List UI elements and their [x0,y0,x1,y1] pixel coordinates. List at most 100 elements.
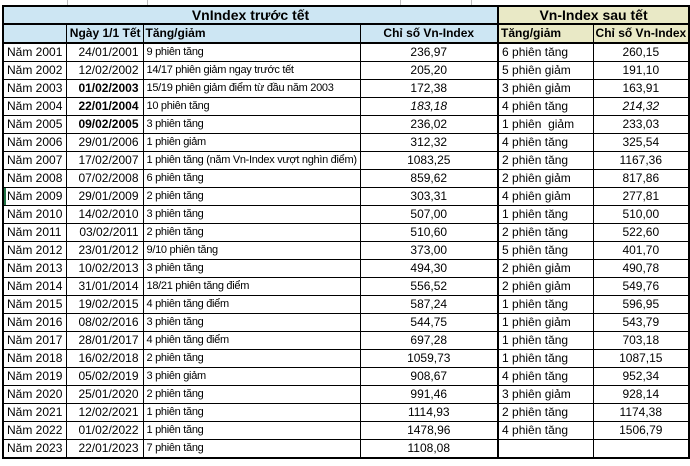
cell-post-change[interactable]: 5 phiên giảm [497,61,594,80]
cell-pre-change[interactable]: 1 phiên tăng [142,421,361,440]
cell-pre-change[interactable]: 3 phiên tăng [142,115,361,134]
cell-post-change[interactable] [497,439,594,459]
cell-date[interactable]: 14/02/2010 [65,205,144,224]
cell-pre-index[interactable]: 587,24 [359,295,499,314]
cell-pre-index[interactable]: 544,75 [359,313,499,332]
cell-year[interactable]: Năm 2007 [2,151,67,170]
cell-post-index[interactable]: 260,15 [592,42,690,62]
cell-date[interactable]: 01/02/2003 [65,79,144,98]
cell-post-change[interactable]: 1 phiên giảm [497,115,594,134]
cell-pre-change[interactable]: 2 phiên tăng [142,349,361,368]
cell-pre-index[interactable]: 172,38 [359,79,499,98]
cell-pre-change[interactable]: 3 phiên tăng [142,313,361,332]
cell-date[interactable]: 19/02/2015 [65,295,144,314]
cell-post-index[interactable]: 163,91 [592,79,690,98]
cell-year[interactable]: Năm 2020 [2,385,67,404]
cell-post-index[interactable]: 510,00 [592,205,690,224]
cell-year[interactable]: Năm 2021 [2,403,67,422]
cell-date[interactable]: 29/01/2009 [65,187,144,206]
cell-pre-index[interactable]: 373,00 [359,241,499,260]
cell-post-change[interactable]: 2 phiên tăng [497,223,594,242]
cell-pre-index[interactable]: 697,28 [359,331,499,350]
cell-date[interactable]: 12/02/2021 [65,403,144,422]
cell-year[interactable]: Năm 2018 [2,349,67,368]
cell-pre-change[interactable]: 3 phiên tăng [142,259,361,278]
cell-post-change[interactable]: 2 phiên giảm [497,169,594,188]
cell-post-index[interactable]: 596,95 [592,295,690,314]
cell-date[interactable]: 16/02/2018 [65,349,144,368]
cell-pre-index[interactable]: 494,30 [359,259,499,278]
cell-post-change[interactable]: 2 phiên giảm [497,259,594,278]
cell-post-index[interactable]: 325,54 [592,133,690,152]
cell-year[interactable]: Năm 2010 [2,205,67,224]
cell-date[interactable]: 09/02/2005 [65,115,144,134]
cell-pre-index[interactable]: 908,67 [359,367,499,386]
cell-post-index[interactable]: 1167,36 [592,151,690,170]
cell-pre-change[interactable]: 4 phiên tăng điểm [142,295,361,314]
cell-post-index[interactable]: 1087,15 [592,349,690,368]
cell-post-change[interactable]: 3 phiên giảm [497,79,594,98]
cell-pre-change[interactable]: 9/10 phiên tăng [142,241,361,260]
column-header-pre-index[interactable]: Chỉ số Vn-Index [359,23,499,44]
cell-pre-index[interactable]: 1083,25 [359,151,499,170]
cell-date[interactable]: 07/02/2008 [65,169,144,188]
cell-post-change[interactable]: 5 phiên tăng [497,241,594,260]
cell-post-change[interactable]: 1 phiên tăng [497,331,594,350]
cell-pre-change[interactable]: 6 phiên tăng [142,169,361,188]
cell-post-change[interactable]: 4 phiên giảm [497,187,594,206]
column-header-pre-change[interactable]: Tăng/giảm [142,23,361,44]
column-header-year[interactable] [2,23,67,44]
cell-pre-change[interactable]: 3 phiên giảm [142,367,361,386]
column-header-post-index[interactable]: Chỉ số Vn-Index [592,23,690,44]
cell-date[interactable]: 12/02/2002 [65,61,144,80]
cell-post-change[interactable]: 4 phiên tăng [497,133,594,152]
cell-post-change[interactable]: 4 phiên tăng [497,421,594,440]
cell-year[interactable]: Năm 2013 [2,259,67,278]
cell-pre-change[interactable]: 1 phiên tăng (năm Vn-Index vượt nghìn đi… [142,151,361,170]
cell-date[interactable]: 05/02/2019 [65,367,144,386]
cell-pre-index[interactable]: 303,31 [359,187,499,206]
cell-post-index[interactable]: 233,03 [592,115,690,134]
cell-date[interactable]: 29/01/2006 [65,133,144,152]
cell-year[interactable]: Năm 2005 [2,115,67,134]
cell-date[interactable]: 10/02/2013 [65,259,144,278]
cell-post-index[interactable]: 543,79 [592,313,690,332]
cell-post-index[interactable]: 703,18 [592,331,690,350]
cell-post-index[interactable]: 1174,38 [592,403,690,422]
cell-year[interactable]: Năm 2022 [2,421,67,440]
cell-year[interactable]: Năm 2008 [2,169,67,188]
cell-year[interactable]: Năm 2006 [2,133,67,152]
cell-post-index[interactable]: 549,76 [592,277,690,296]
cell-date[interactable]: 22/01/2023 [65,439,144,459]
cell-post-index[interactable]: 401,70 [592,241,690,260]
cell-post-change[interactable]: 1 phiên giảm [497,313,594,332]
cell-post-change[interactable]: 1 phiên tăng [497,205,594,224]
cell-post-change[interactable]: 1 phiên tăng [497,349,594,368]
cell-post-index[interactable]: 817,86 [592,169,690,188]
column-header-date[interactable]: Ngày 1/1 Tết [65,23,144,44]
cell-post-index[interactable]: 214,32 [592,97,690,116]
cell-post-change[interactable]: 2 phiên tăng [497,151,594,170]
cell-post-change[interactable]: 2 phiên giảm [497,277,594,296]
cell-year[interactable]: Năm 2016 [2,313,67,332]
cell-pre-index[interactable]: 1059,73 [359,349,499,368]
cell-post-change[interactable]: 4 phiên tăng [497,367,594,386]
cell-pre-index[interactable]: 507,00 [359,205,499,224]
cell-pre-change[interactable]: 10 phiên tăng [142,97,361,116]
cell-post-index[interactable]: 490,78 [592,259,690,278]
cell-date[interactable]: 03/02/2011 [65,223,144,242]
cell-date[interactable]: 22/01/2004 [65,97,144,116]
cell-pre-index[interactable]: 1478,96 [359,421,499,440]
cell-pre-index[interactable]: 859,62 [359,169,499,188]
cell-pre-index[interactable]: 205,20 [359,61,499,80]
cell-year[interactable]: Năm 2012 [2,241,67,260]
cell-pre-change[interactable]: 1 phiên tăng [142,403,361,422]
cell-pre-index[interactable]: 556,52 [359,277,499,296]
cell-post-change[interactable]: 4 phiên tăng [497,97,594,116]
cell-year[interactable]: Năm 2001 [2,42,67,62]
cell-post-index[interactable] [592,439,690,459]
cell-pre-index[interactable]: 1108,08 [359,439,499,459]
cell-pre-index[interactable]: 183,18 [359,97,499,116]
cell-pre-index[interactable]: 1114,93 [359,403,499,422]
cell-post-index[interactable]: 191,10 [592,61,690,80]
